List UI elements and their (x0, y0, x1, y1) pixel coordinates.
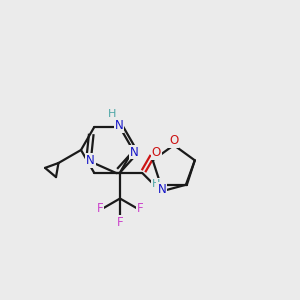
Text: N: N (86, 154, 95, 167)
Text: F: F (136, 202, 143, 215)
Text: N: N (130, 146, 138, 158)
Text: N: N (158, 183, 166, 196)
Text: H: H (108, 110, 116, 119)
Text: F: F (97, 202, 104, 215)
Text: O: O (152, 146, 161, 160)
Text: O: O (169, 134, 178, 147)
Text: F: F (117, 215, 123, 229)
Text: N: N (115, 119, 123, 132)
Text: H: H (152, 178, 160, 188)
